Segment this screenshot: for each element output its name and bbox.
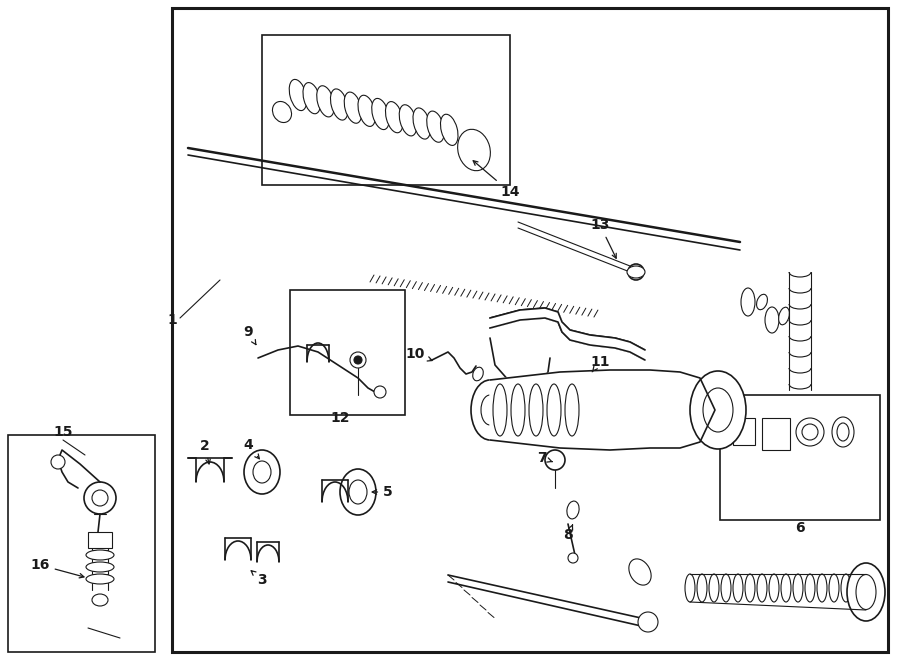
Ellipse shape xyxy=(349,480,367,504)
Ellipse shape xyxy=(817,574,827,602)
Circle shape xyxy=(568,553,578,563)
Ellipse shape xyxy=(86,574,114,584)
Ellipse shape xyxy=(472,368,483,381)
Text: 4: 4 xyxy=(243,438,259,459)
Ellipse shape xyxy=(400,104,417,136)
Text: 11: 11 xyxy=(590,355,610,371)
Circle shape xyxy=(796,418,824,446)
Ellipse shape xyxy=(457,130,490,171)
Ellipse shape xyxy=(837,423,849,441)
Circle shape xyxy=(374,386,386,398)
Ellipse shape xyxy=(511,384,525,436)
Polygon shape xyxy=(490,370,715,450)
Ellipse shape xyxy=(86,550,114,560)
Circle shape xyxy=(350,352,366,368)
Ellipse shape xyxy=(781,574,791,602)
Text: 10: 10 xyxy=(405,347,432,361)
Circle shape xyxy=(628,264,644,280)
Text: 16: 16 xyxy=(31,558,84,578)
Ellipse shape xyxy=(92,594,108,606)
Bar xyxy=(88,532,112,548)
Text: 3: 3 xyxy=(251,570,266,587)
Text: 1: 1 xyxy=(167,313,177,327)
Ellipse shape xyxy=(547,384,561,436)
Text: 8: 8 xyxy=(563,525,573,542)
Circle shape xyxy=(51,455,65,469)
Ellipse shape xyxy=(372,98,390,130)
Ellipse shape xyxy=(769,574,779,602)
Ellipse shape xyxy=(733,574,743,602)
Ellipse shape xyxy=(709,574,719,602)
Ellipse shape xyxy=(493,384,507,436)
Ellipse shape xyxy=(289,79,307,110)
Ellipse shape xyxy=(385,102,403,133)
Text: 13: 13 xyxy=(590,218,616,258)
Ellipse shape xyxy=(529,384,543,436)
Ellipse shape xyxy=(793,574,803,602)
Ellipse shape xyxy=(344,92,362,123)
Ellipse shape xyxy=(303,83,320,114)
Ellipse shape xyxy=(741,288,755,316)
Ellipse shape xyxy=(330,89,348,120)
Bar xyxy=(172,8,888,652)
Ellipse shape xyxy=(745,574,755,602)
Ellipse shape xyxy=(340,469,376,515)
Ellipse shape xyxy=(253,461,271,483)
Bar xyxy=(762,418,790,450)
Ellipse shape xyxy=(471,380,509,440)
Ellipse shape xyxy=(317,86,334,117)
Text: 6: 6 xyxy=(796,521,805,535)
Ellipse shape xyxy=(690,371,746,449)
Bar xyxy=(262,35,510,185)
Circle shape xyxy=(92,490,108,506)
Ellipse shape xyxy=(721,574,731,602)
Bar xyxy=(8,435,155,652)
Ellipse shape xyxy=(565,384,579,436)
Circle shape xyxy=(354,356,362,364)
Ellipse shape xyxy=(847,563,885,621)
Ellipse shape xyxy=(567,501,579,519)
Ellipse shape xyxy=(413,108,430,139)
Ellipse shape xyxy=(697,574,707,602)
Circle shape xyxy=(802,424,818,440)
Text: 14: 14 xyxy=(473,161,520,199)
Ellipse shape xyxy=(856,574,876,609)
Ellipse shape xyxy=(273,102,292,122)
Ellipse shape xyxy=(427,111,445,142)
Circle shape xyxy=(638,612,658,632)
Ellipse shape xyxy=(805,574,815,602)
Ellipse shape xyxy=(829,574,839,602)
Text: 9: 9 xyxy=(243,325,256,344)
Bar xyxy=(720,395,880,520)
Text: 2: 2 xyxy=(200,439,211,464)
Text: 7: 7 xyxy=(537,451,553,465)
Ellipse shape xyxy=(244,450,280,494)
Ellipse shape xyxy=(841,574,851,602)
Ellipse shape xyxy=(765,307,779,333)
Text: 12: 12 xyxy=(330,411,350,425)
Ellipse shape xyxy=(685,574,695,602)
Text: 5: 5 xyxy=(373,485,393,499)
Ellipse shape xyxy=(832,417,854,447)
Ellipse shape xyxy=(627,266,645,278)
Ellipse shape xyxy=(481,395,499,425)
Ellipse shape xyxy=(440,114,458,145)
Text: 15: 15 xyxy=(53,425,73,439)
Bar xyxy=(290,290,405,415)
Bar xyxy=(733,418,755,445)
Ellipse shape xyxy=(757,294,768,310)
Ellipse shape xyxy=(629,559,651,585)
Circle shape xyxy=(84,482,116,514)
Ellipse shape xyxy=(757,574,767,602)
Ellipse shape xyxy=(86,562,114,572)
Circle shape xyxy=(545,450,565,470)
Ellipse shape xyxy=(703,388,733,432)
Ellipse shape xyxy=(778,307,789,325)
Ellipse shape xyxy=(358,95,375,126)
